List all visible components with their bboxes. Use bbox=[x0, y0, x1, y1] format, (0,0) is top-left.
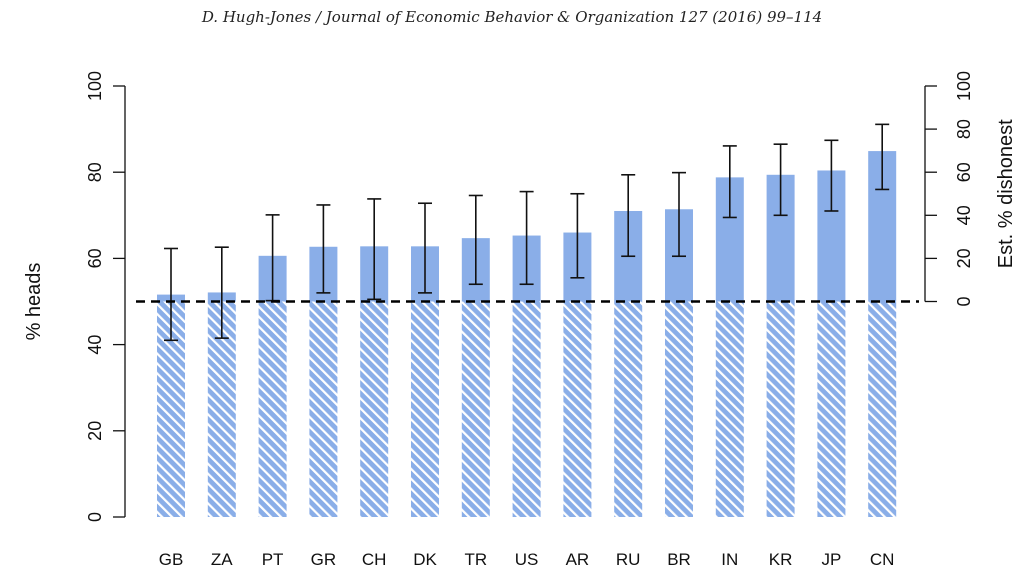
right-y-axis: 0 20 40 60 80 100 bbox=[924, 71, 974, 307]
y2-axis-title: Est. % dishonest bbox=[995, 119, 1017, 268]
category-label-br: BR bbox=[667, 550, 691, 569]
category-label-in: IN bbox=[721, 550, 738, 569]
category-label-jp: JP bbox=[821, 550, 841, 569]
left-tick-label-0: 0 bbox=[85, 512, 105, 522]
category-label-ar: AR bbox=[566, 550, 590, 569]
right-tick-label-0: 0 bbox=[954, 296, 974, 306]
left-tick-label-100: 100 bbox=[85, 71, 105, 101]
left-tick-label-80: 80 bbox=[85, 162, 105, 182]
bar-hatched-cn bbox=[868, 301, 897, 517]
bar-hatched-br bbox=[665, 301, 693, 517]
y-axis-title: % heads bbox=[23, 263, 45, 341]
bar-hatched-kr bbox=[766, 301, 795, 517]
bar-hatched-ch bbox=[360, 301, 389, 517]
right-tick-label-20: 20 bbox=[954, 248, 974, 268]
right-tick-label-60: 60 bbox=[954, 162, 974, 182]
category-label-ru: RU bbox=[616, 550, 641, 569]
bars-group bbox=[157, 151, 897, 517]
category-label-tr: TR bbox=[464, 550, 487, 569]
bar-hatched-gr bbox=[309, 301, 338, 517]
category-label-gr: GR bbox=[311, 550, 337, 569]
left-y-axis: 0 20 40 60 80 100 bbox=[85, 71, 126, 522]
right-tick-label-100: 100 bbox=[954, 71, 974, 101]
category-label-cn: CN bbox=[870, 550, 895, 569]
category-labels: GB ZA PT GR CH DK TR US AR RU BR IN KR JP CN bbox=[159, 550, 895, 569]
bar-hatched-pt bbox=[258, 301, 287, 517]
journal-header: D. Hugh-Jones / Journal of Economic Beha… bbox=[201, 8, 823, 26]
left-tick-label-40: 40 bbox=[85, 335, 105, 355]
bar-hatched-in bbox=[715, 301, 744, 517]
bar-hatched-dk bbox=[411, 301, 439, 517]
category-label-dk: DK bbox=[413, 550, 437, 569]
category-label-ch: CH bbox=[362, 550, 387, 569]
right-tick-label-80: 80 bbox=[954, 119, 974, 139]
bar-hatched-tr bbox=[461, 301, 490, 517]
left-tick-label-60: 60 bbox=[85, 248, 105, 268]
bar-hatched-jp bbox=[817, 301, 846, 517]
category-label-kr: KR bbox=[769, 550, 793, 569]
bar-hatched-ru bbox=[614, 301, 643, 517]
category-label-pt: PT bbox=[262, 550, 284, 569]
category-label-gb: GB bbox=[159, 550, 184, 569]
right-tick-label-40: 40 bbox=[954, 205, 974, 225]
category-label-us: US bbox=[515, 550, 539, 569]
category-label-za: ZA bbox=[211, 550, 233, 569]
left-tick-label-20: 20 bbox=[85, 421, 105, 441]
bar-hatched-ar bbox=[563, 301, 592, 517]
bar-hatched-us bbox=[512, 301, 541, 517]
